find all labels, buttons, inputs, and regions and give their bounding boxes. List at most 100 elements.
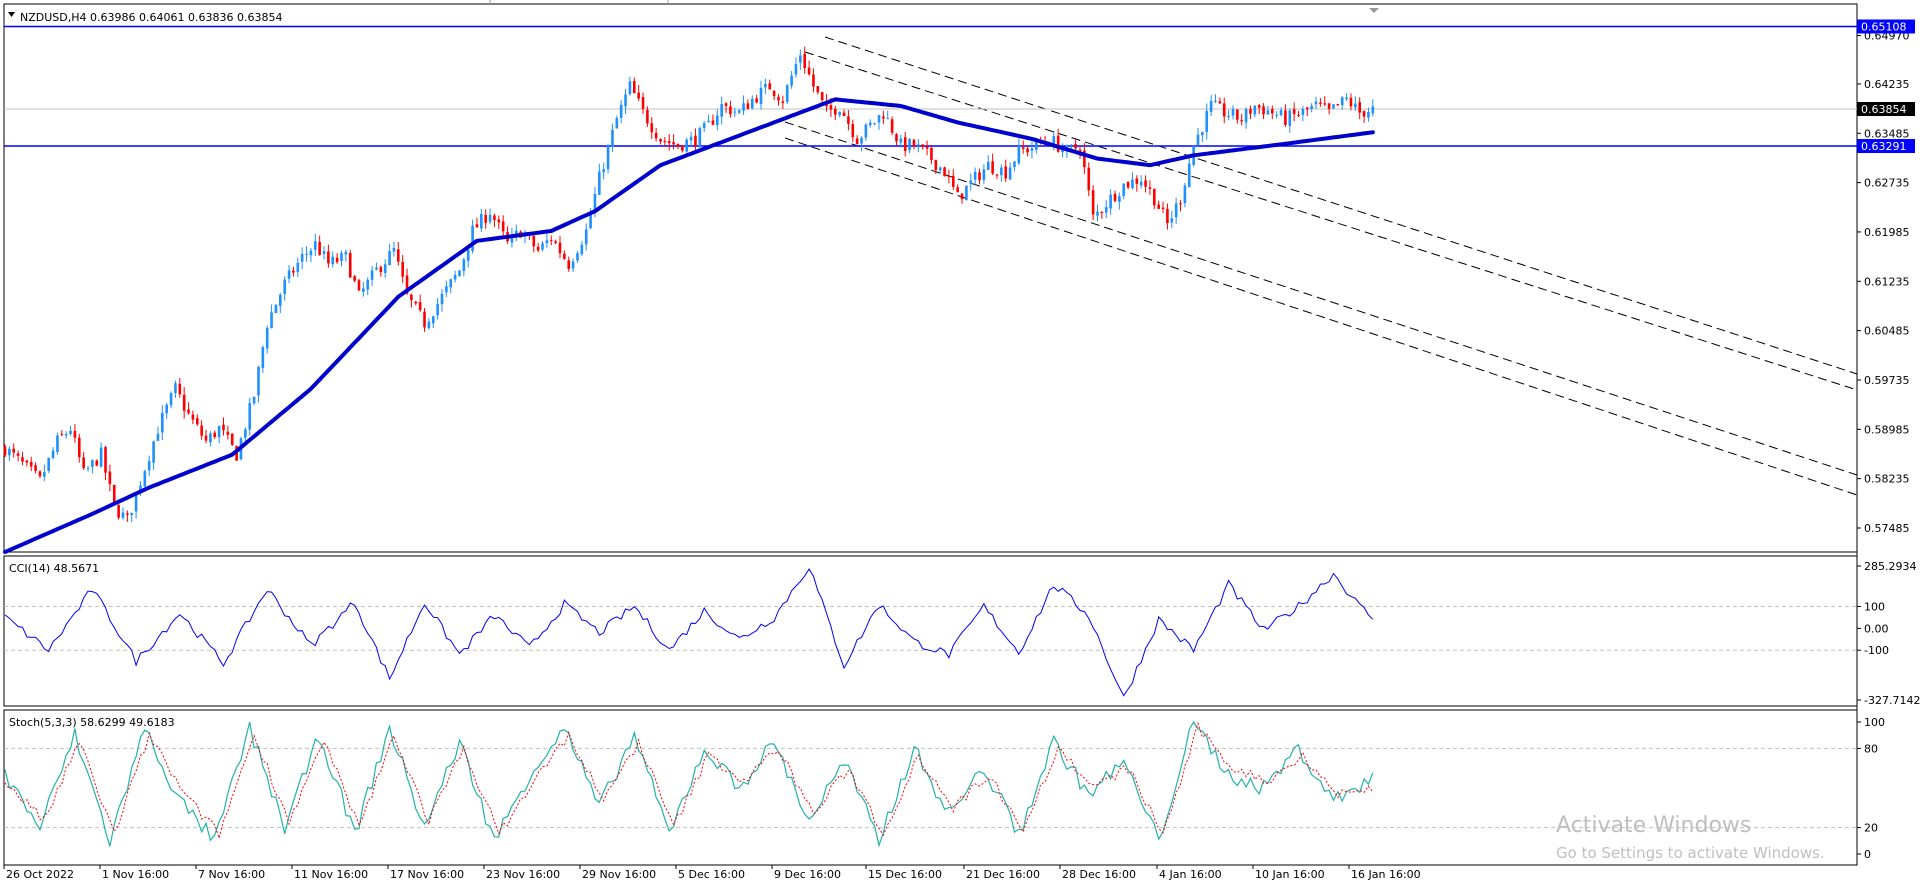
candle-body [1227, 116, 1230, 118]
time-tick-label: 28 Dec 16:00 [1062, 868, 1136, 881]
candle [493, 213, 496, 227]
candle-body [606, 145, 610, 170]
candle [1100, 210, 1104, 219]
candle-body [1100, 211, 1104, 213]
candle-body [1354, 103, 1357, 108]
candle [322, 246, 326, 260]
channel-upper-line-2[interactable] [804, 51, 1858, 391]
candle-body [982, 169, 986, 180]
candle [611, 123, 614, 152]
candle-body [497, 219, 501, 223]
price-tick-label: 0.58235 [1864, 473, 1910, 486]
candle-body [1087, 167, 1091, 191]
candle-body [1083, 150, 1086, 168]
candle-body [69, 430, 72, 434]
candle [514, 224, 518, 242]
candle-body [287, 270, 291, 279]
time-tick-label: 17 Nov 16:00 [390, 868, 464, 881]
cci-tick-label: 285.2934 [1864, 560, 1917, 573]
candle-body [209, 433, 212, 443]
candle [1236, 109, 1239, 124]
candle-body [362, 288, 365, 292]
candle-body [501, 221, 505, 232]
candle [169, 391, 173, 409]
candle [34, 462, 37, 474]
candle [1122, 183, 1126, 200]
candle-body [475, 224, 479, 228]
candle-body [414, 301, 418, 304]
candle-body [379, 267, 383, 273]
candle [156, 426, 160, 442]
candle [667, 133, 671, 151]
candle [161, 405, 164, 441]
candle-body [418, 302, 422, 311]
candle [729, 100, 732, 118]
candle [292, 266, 295, 277]
candle-body [785, 85, 789, 102]
candle-body [1144, 180, 1147, 187]
candle-body [510, 234, 514, 243]
candle-body [991, 161, 994, 174]
candle-body [1174, 203, 1178, 218]
candle-body [576, 253, 579, 261]
candle [230, 433, 234, 446]
candle-body [759, 87, 763, 104]
candle-body [1148, 187, 1152, 189]
candle [217, 425, 221, 444]
symbol-menu-triangle-icon[interactable] [8, 12, 15, 17]
candle-body [252, 396, 256, 404]
candle-body [685, 139, 689, 152]
trend-channels[interactable] [784, 36, 1858, 496]
candle [637, 84, 640, 101]
candle [978, 168, 981, 185]
candle [274, 304, 278, 314]
candle [1174, 197, 1178, 224]
horizontal-levels[interactable] [4, 25, 1857, 147]
candle-body [1157, 204, 1160, 209]
candle-body [947, 176, 951, 178]
candle-body [951, 175, 955, 187]
candle [427, 317, 431, 330]
candle-body [1236, 109, 1239, 120]
candle [694, 128, 697, 152]
candle-body [143, 471, 147, 487]
candle-body [1131, 179, 1134, 189]
candle-body [213, 432, 217, 438]
candle [982, 164, 986, 184]
candle-body [60, 434, 64, 436]
candle [1109, 189, 1112, 215]
channel-upper-line-1[interactable] [824, 36, 1858, 375]
candle-body [1310, 105, 1313, 109]
price-tick-label: 0.58985 [1864, 423, 1910, 436]
stoch-axis-ticks: 100 80 20 0 [1857, 716, 1885, 861]
candle [772, 90, 776, 101]
candle [615, 115, 619, 129]
channel-lower-line-2[interactable] [784, 137, 1858, 496]
candle [1244, 107, 1248, 129]
candle-body [410, 294, 413, 301]
candle-body [842, 112, 846, 117]
candle-body [305, 253, 308, 255]
candle-body [1061, 149, 1064, 153]
candle-body [1179, 203, 1182, 205]
candle [1179, 200, 1182, 212]
candle-body [248, 403, 252, 430]
cci-tick-label: 0.00 [1864, 622, 1889, 635]
channel-lower-line-1[interactable] [784, 121, 1858, 476]
candle-body [598, 171, 601, 195]
candle-body [296, 262, 300, 272]
candle-body [348, 253, 352, 278]
candle [270, 304, 273, 329]
candle-body [1367, 112, 1370, 118]
shift-marker-icon[interactable] [1369, 8, 1379, 13]
candle-body [764, 83, 767, 88]
candle-body [1222, 103, 1226, 117]
candle [126, 510, 129, 522]
candle [213, 430, 217, 439]
candle [750, 95, 754, 110]
candle [187, 402, 190, 415]
candle [641, 92, 645, 114]
candle [689, 131, 693, 147]
candle [1323, 96, 1327, 107]
